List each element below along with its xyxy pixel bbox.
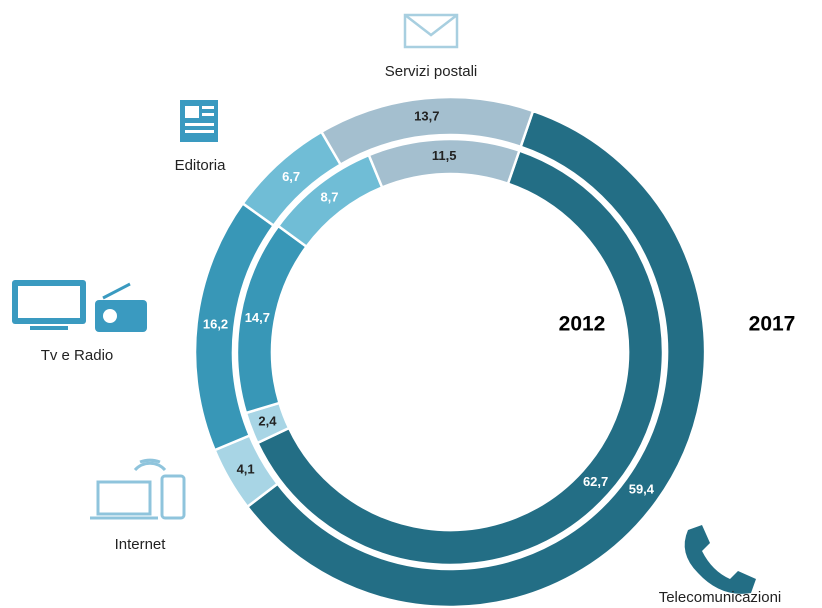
- ring-year-label: 2017: [749, 313, 796, 336]
- icon-tv-radio: [12, 280, 147, 332]
- ring-year-label: 2012: [559, 313, 606, 336]
- value-label: 13,7: [414, 109, 439, 124]
- value-label: 14,7: [245, 310, 270, 325]
- value-label: 59,4: [629, 482, 655, 497]
- value-label: 8,7: [320, 190, 338, 205]
- category-label: Internet: [115, 536, 167, 553]
- donut-segment: [367, 137, 521, 190]
- category-label: Tv e Radio: [41, 347, 114, 364]
- category-label: Servizi postali: [385, 63, 478, 80]
- icon-phone: [684, 525, 756, 594]
- value-label: 16,2: [203, 317, 228, 332]
- value-label: 62,7: [583, 474, 608, 489]
- icon-newspaper: [180, 100, 218, 142]
- icon-devices: [90, 458, 186, 520]
- donut-segment: [255, 149, 665, 567]
- donut-segment: [245, 109, 707, 608]
- value-label: 11,5: [432, 148, 457, 163]
- value-label: 6,7: [282, 169, 300, 184]
- donut-segment: [319, 95, 535, 167]
- category-label: Telecomunicazioni: [659, 589, 782, 606]
- category-label: Editoria: [175, 157, 227, 174]
- value-label: 2,4: [258, 413, 277, 428]
- value-label: 4,1: [237, 461, 255, 476]
- icon-mail: [403, 13, 459, 49]
